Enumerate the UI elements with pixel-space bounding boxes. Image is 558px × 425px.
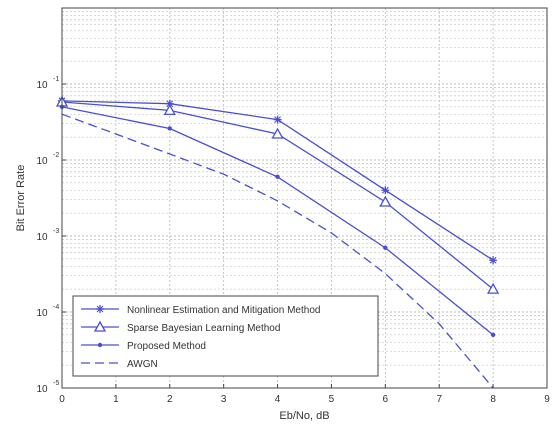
data-point-star — [96, 305, 104, 313]
legend-entry: Nonlinear Estimation and Mitigation Meth… — [81, 305, 320, 316]
x-tick-label: 2 — [167, 394, 173, 405]
data-point-triangle — [487, 282, 500, 294]
y-tick-exponent: -2 — [53, 152, 59, 159]
data-point-triangle — [163, 104, 176, 116]
x-tick-label: 4 — [275, 394, 281, 405]
y-tick-exponent: -3 — [53, 228, 59, 235]
series-awgn — [61, 113, 494, 389]
legend-label: Sparse Bayesian Learning Method — [127, 323, 280, 334]
y-tick-base: 10 — [36, 80, 48, 91]
legend: Nonlinear Estimation and Mitigation Meth… — [72, 295, 379, 377]
y-tick-label: 10 -3 — [36, 228, 59, 243]
x-tick-label: 1 — [113, 394, 119, 405]
x-tick-label: 3 — [221, 394, 227, 405]
y-tick-base: 10 — [36, 232, 48, 243]
x-tick-label: 6 — [383, 394, 389, 405]
x-tick-label: 0 — [59, 394, 65, 405]
legend-label: Proposed Method — [127, 341, 206, 352]
legend-label: Nonlinear Estimation and Mitigation Meth… — [127, 305, 320, 316]
x-tick-label: 5 — [329, 394, 335, 405]
data-point-dot — [97, 342, 103, 348]
y-tick-base: 10 — [36, 384, 48, 395]
y-tick-base: 10 — [36, 308, 48, 319]
x-tick-label: 9 — [544, 394, 550, 405]
data-point-dot — [383, 245, 388, 250]
data-point-dot — [275, 174, 280, 180]
tick-labels: 0 1 2 3 4 5 6 7 8 9 10 -5 10 -4 10 -3 10 -2 10 -1 — [36, 76, 550, 405]
y-tick-label: 10 -1 — [36, 76, 59, 91]
data-point-triangle — [379, 195, 392, 207]
series-proposed-method — [59, 104, 496, 338]
y-tick-exponent: -1 — [53, 76, 59, 83]
legend-entry: Proposed Method — [81, 341, 206, 352]
data-point-triangle — [271, 127, 284, 139]
data-point-dot — [167, 126, 172, 131]
x-axis-label: Eb/No, dB — [279, 410, 329, 422]
plot-area-frame — [61, 7, 548, 389]
legend-entry: Sparse Bayesian Learning Method — [81, 320, 280, 334]
data-point-star — [273, 115, 282, 124]
y-tick-exponent: -4 — [53, 304, 59, 311]
y-tick-base: 10 — [36, 156, 48, 167]
data-point-star — [489, 256, 498, 265]
series-sparse-bayesian-learning-method — [55, 95, 500, 294]
y-axis-label: Bit Error Rate — [15, 165, 27, 232]
y-tick-label: 10 -2 — [36, 152, 59, 167]
data-point-triangle — [93, 320, 107, 332]
x-tick-label: 8 — [490, 394, 496, 405]
y-tick-label: 10 -5 — [36, 380, 59, 395]
data-point-star — [381, 186, 390, 195]
series-line — [61, 113, 494, 389]
series-lines — [55, 95, 500, 389]
data-point-dot — [490, 332, 496, 338]
x-tick-label: 7 — [436, 394, 442, 405]
y-tick-exponent: -5 — [53, 380, 59, 387]
y-tick-label: 10 -4 — [36, 304, 59, 319]
legend-box — [72, 295, 379, 377]
legend-label: AWGN — [127, 359, 158, 370]
legend-entry: AWGN — [81, 359, 158, 370]
